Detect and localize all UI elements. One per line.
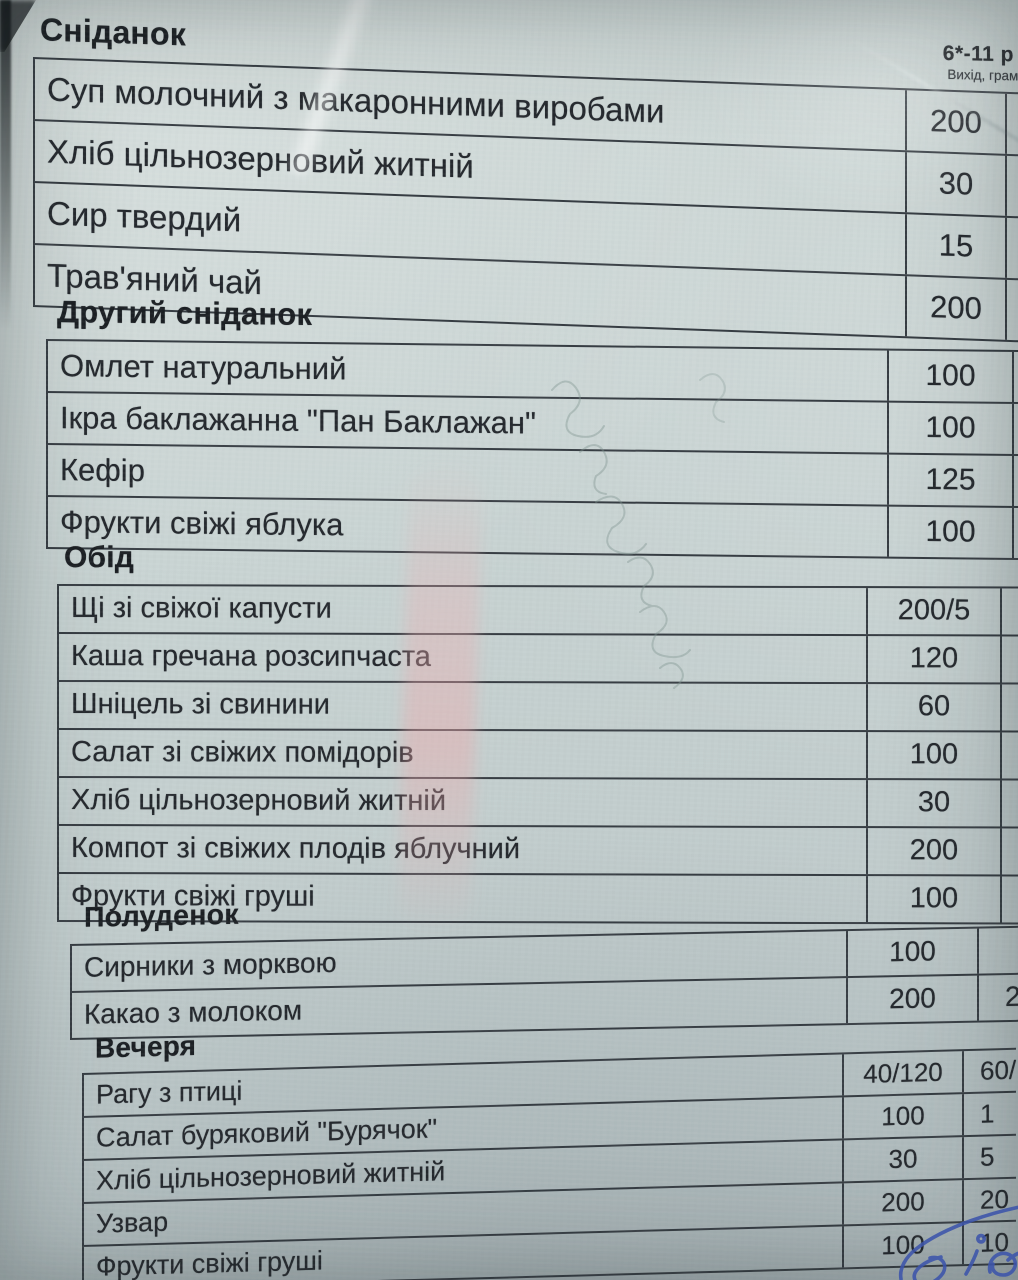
portion-grams-secondary: 10 [962,1222,1017,1265]
portion-grams: 30 [842,1137,962,1182]
section-table: Щі зі свіжої капусти 200/5 Каша гречана … [57,583,1018,925]
portion-grams-secondary: 1 [962,1093,1017,1136]
dish-name: Каша гречана розсипчаста [57,633,866,682]
portion-grams: 100 [842,1094,962,1139]
portion-grams-secondary [1000,636,1018,683]
portion-grams: 60 [866,683,1000,731]
portion-grams: 100 [866,731,1000,779]
portion-grams: 200 [842,1180,962,1225]
portion-grams-secondary [1012,351,1018,402]
portion-grams: 200/5 [866,587,1000,635]
portion-grams-secondary: 20 [962,1179,1017,1222]
portion-grams-secondary [1005,93,1018,155]
menu-section: Вечеря Рагу з птиці 40/120 60/ Салат бур… [82,1008,1017,1280]
menu-row: Салат зі свіжих помідорів 100 [57,729,1018,781]
portion-grams-secondary [977,927,1018,974]
portion-grams-secondary [1005,155,1018,217]
portion-grams: 200 [866,827,1000,875]
section-title: Обід [64,541,135,575]
section-table: Омлет натуральний 100 Ікра баклажанна "П… [46,338,1018,560]
portion-grams-secondary [1000,732,1018,779]
portion-grams: 100 [846,928,977,977]
dish-name: Хліб цільнозерновий житній [57,777,866,826]
portion-grams: 30 [905,152,1005,216]
dish-name: Компот зі свіжих плодів яблучний [57,825,866,874]
portion-grams: 100 [842,1223,962,1268]
menu-row: Каша гречана розсипчаста 120 [57,633,1018,685]
dish-name: Кефір [46,444,887,505]
menu-row: Шніцель зі свинини 60 [57,681,1018,733]
portion-grams: 100 [887,402,1012,454]
portion-grams-secondary [1000,684,1018,731]
portion-grams-secondary [1012,403,1018,454]
portion-grams-secondary [1000,780,1018,827]
portion-grams: 15 [905,214,1005,278]
dish-name: Ікра баклажанна "Пан Баклажан" [46,392,887,453]
portion-grams-secondary [1000,828,1018,875]
portion-grams: 30 [866,779,1000,827]
portion-grams-secondary [1005,217,1018,279]
menu-section: Сніданок Суп молочний з макаронними виро… [33,11,1018,343]
dish-name: Омлет натуральний [46,340,887,401]
dish-name: Щі зі свіжої капусти [57,585,866,634]
portion-grams-secondary: 60/ [962,1050,1017,1093]
portion-grams: 120 [866,635,1000,683]
menu-section: Другий сніданок Омлет натуральний 100 Ік… [46,294,1018,560]
portion-grams-secondary [1012,455,1018,506]
menu-section: Обід Щі зі свіжої капусти 200/5 Каша гре… [57,541,1018,925]
menu-row: Компот зі свіжих плодів яблучний 200 [57,825,1018,877]
section-table: Рагу з птиці 40/120 60/ Салат буряковий … [82,1048,1017,1280]
portion-grams-secondary [1000,588,1018,635]
portion-grams: 40/120 [842,1051,962,1096]
portion-grams: 100 [887,350,1012,402]
dish-name: Салат зі свіжих помідорів [57,729,866,778]
dish-name: Шніцель зі свинини [57,681,866,730]
menu-row: Хліб цільнозерновий житній 30 [57,777,1018,829]
menu-row: Щі зі свіжої капусти 200/5 [57,585,1018,637]
portion-grams: 200 [905,90,1005,154]
portion-grams-secondary: 5 [962,1136,1017,1179]
portion-grams: 125 [887,454,1012,506]
